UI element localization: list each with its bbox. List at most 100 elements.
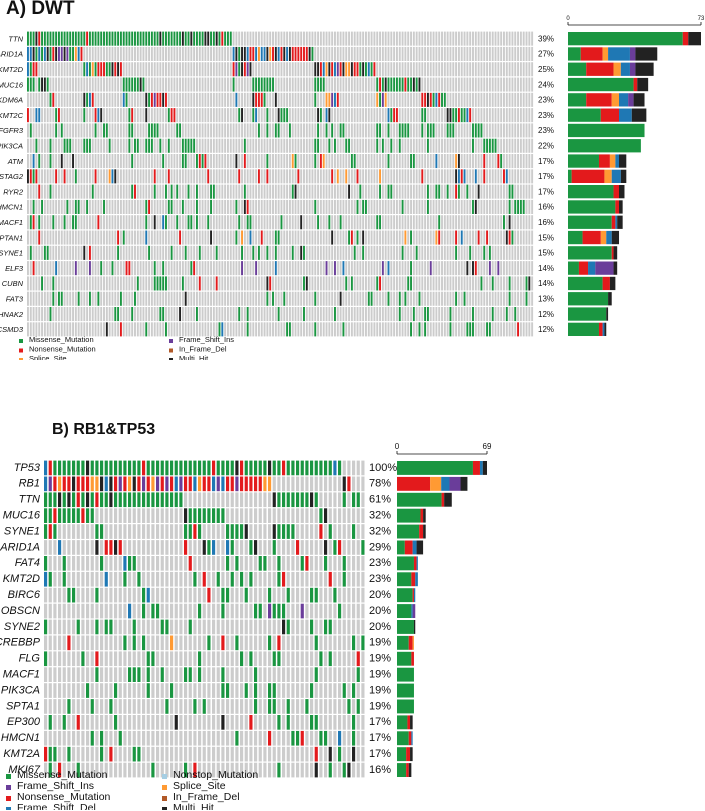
cell [52,291,55,306]
cell [109,524,113,539]
cell [508,123,511,138]
cell [58,476,62,492]
cell [224,154,227,169]
cell [260,276,263,291]
cell [243,322,246,337]
cell [136,276,139,291]
cell [277,508,281,523]
cell [255,199,258,214]
cell [288,199,291,214]
cell [63,169,66,184]
cell [212,683,216,698]
cell [365,261,367,276]
cell [319,31,322,46]
cell [303,31,305,46]
cell [418,291,421,306]
cell [263,715,267,730]
cell [38,261,41,276]
cell [145,77,148,92]
cell [38,46,41,61]
cell [221,62,224,77]
cell [41,230,43,245]
cell [104,619,108,635]
cell [328,524,332,539]
cell [352,587,356,603]
cell [188,651,192,667]
cell [455,154,458,169]
cell [415,108,418,123]
cell [286,276,289,291]
cell [104,508,108,523]
cell [379,62,381,77]
cell [216,635,220,651]
cell [338,603,342,619]
gene-label-fat4: FAT4 [15,557,40,569]
cell [517,31,520,46]
cell [76,683,80,698]
cell [277,460,281,476]
cell [137,683,141,698]
cell [100,556,104,571]
cell [179,215,182,230]
cell [201,31,204,46]
cell [407,92,410,107]
cell [432,261,435,276]
cell [167,31,170,46]
cell [528,322,531,337]
cell [272,699,276,714]
cell [207,230,210,245]
cell [188,667,192,682]
cell [235,699,239,714]
cell [100,683,104,698]
cell [58,460,62,476]
cell [415,307,418,322]
cell [491,62,494,77]
cell [53,730,57,746]
cell [421,123,424,138]
cell [202,492,206,508]
cell [170,77,173,92]
pct-label-cubn: 14% [538,279,554,288]
cell [86,123,89,138]
cell [457,199,460,214]
cell [457,31,460,46]
cell [76,492,80,508]
cell [254,715,258,730]
cell [367,322,370,337]
cell [111,138,114,153]
cell [235,476,239,492]
cell [170,276,173,291]
cell [443,92,446,107]
cell [384,92,387,107]
cell [111,154,114,169]
cell [207,667,211,682]
cell [72,730,76,746]
cell [283,230,286,245]
cell [395,154,398,169]
cell [519,62,522,77]
cell [508,322,511,337]
cell [291,476,295,492]
cell [139,31,142,46]
cell [122,307,125,322]
cell [179,62,182,77]
cell [398,230,401,245]
cell [469,322,472,337]
cell [114,169,117,184]
cell [184,460,188,476]
cell [204,215,207,230]
cell [277,476,281,492]
cell [350,322,353,337]
cell [486,77,489,92]
cell [356,651,360,667]
cell [352,476,356,492]
cell [407,77,410,92]
cell [395,261,398,276]
cell [310,683,314,698]
cell [314,108,317,123]
cell [198,556,202,571]
cell [435,31,438,46]
cell [325,169,328,184]
cell [352,619,356,635]
cell [86,635,90,651]
